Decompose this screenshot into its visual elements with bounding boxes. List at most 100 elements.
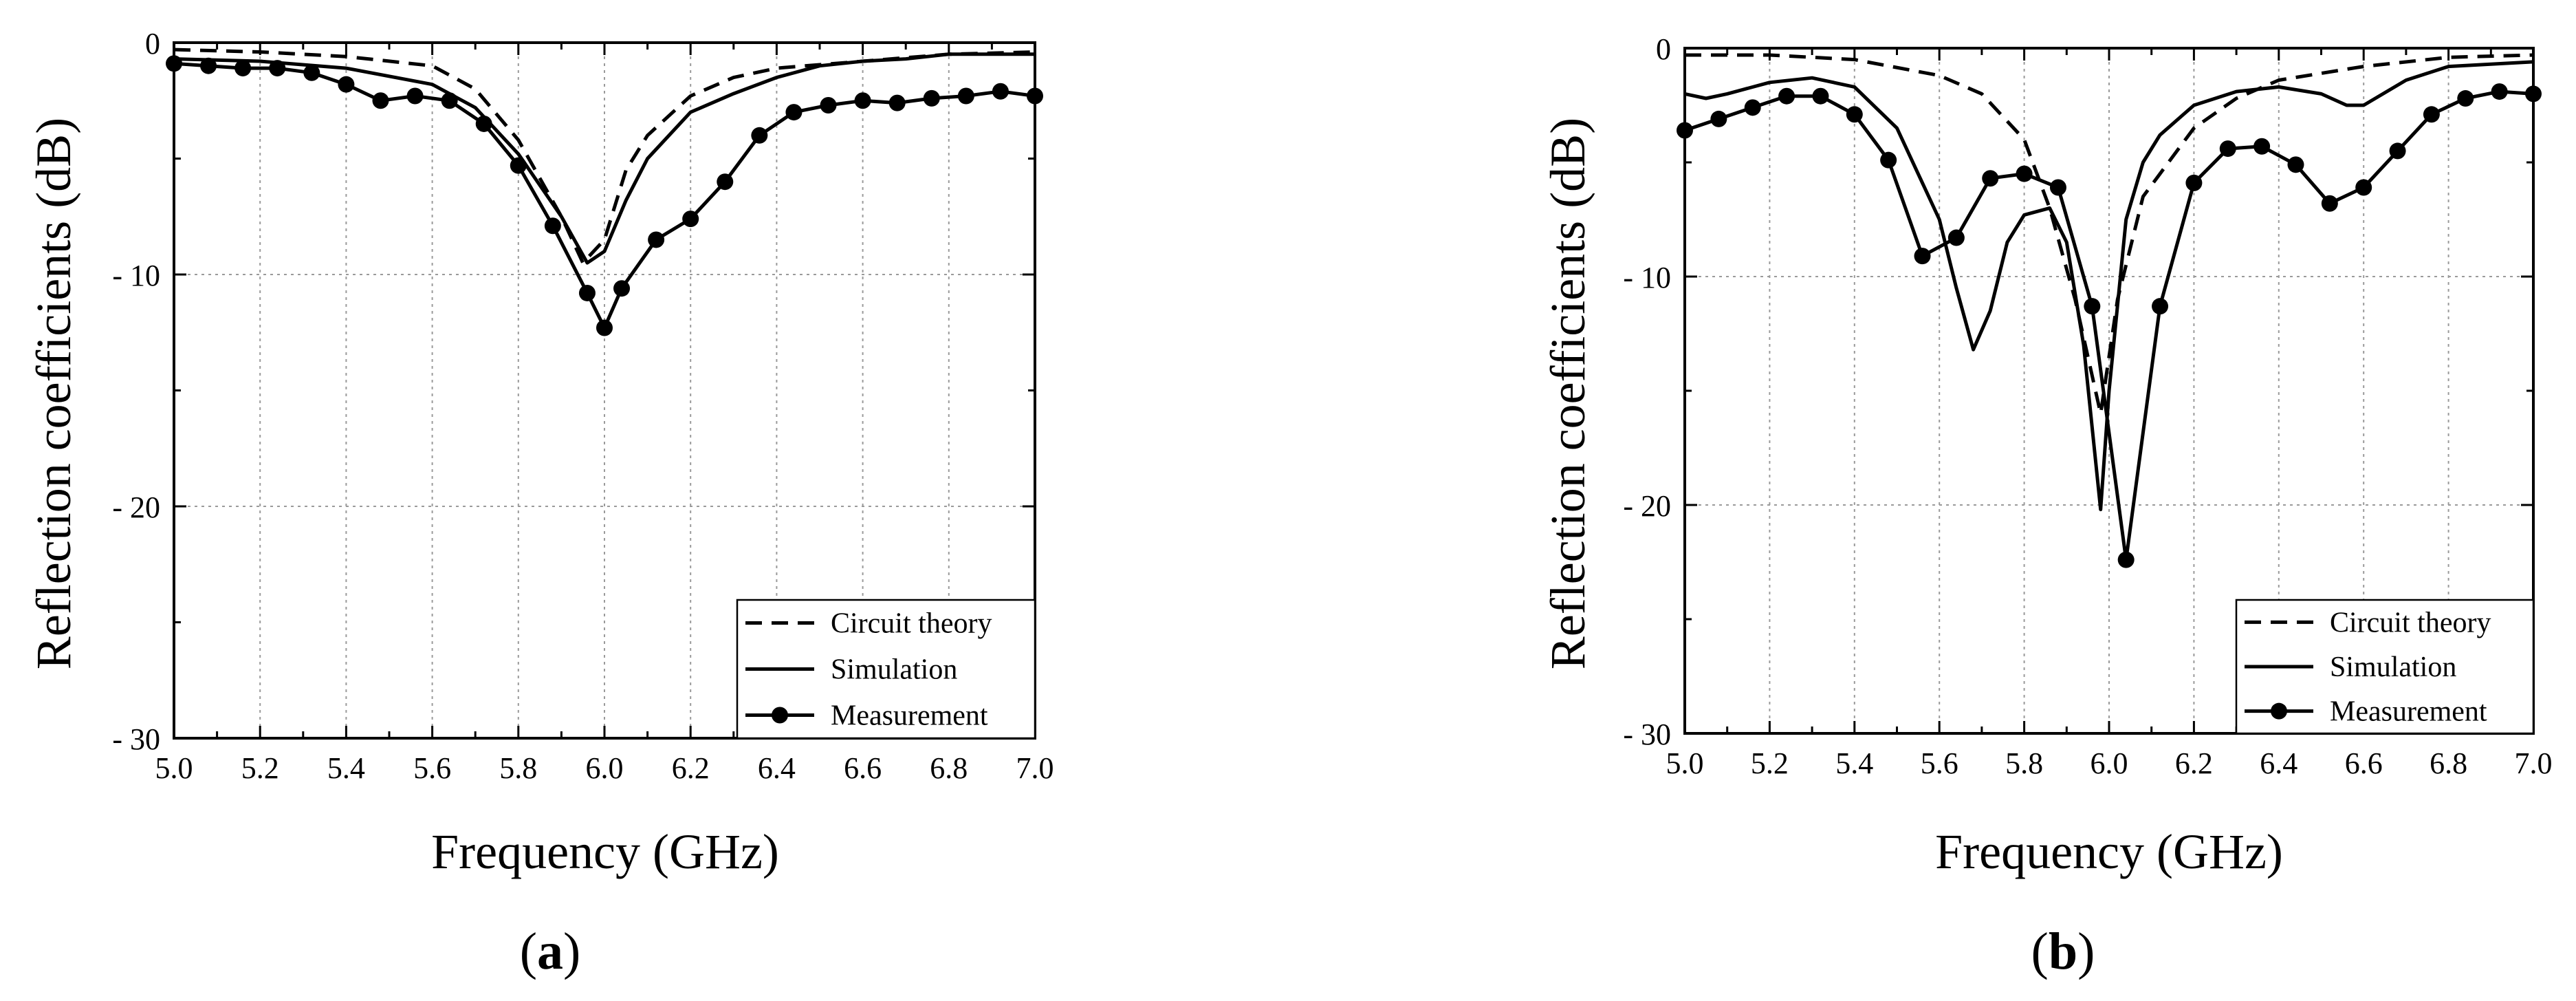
data-point [1846, 106, 1863, 123]
data-point [854, 92, 871, 109]
y-axis-title: Reflection coefficients (dB) [1540, 118, 1595, 669]
x-tick-label: 6.8 [2430, 746, 2467, 780]
data-point [2321, 195, 2338, 212]
y-tick-label: 0 [1656, 32, 1671, 66]
data-point [957, 87, 974, 105]
y-tick-label: 0 [145, 27, 160, 61]
series-simulation [173, 52, 1035, 265]
data-point [166, 55, 182, 72]
series-measurement [166, 55, 1043, 336]
data-point [2525, 85, 2542, 103]
x-tick-label: 6.2 [2175, 746, 2213, 780]
x-tick-label: 5.6 [1921, 746, 1958, 780]
y-tick-label: - 10 [112, 259, 160, 292]
y-tick-label: - 30 [1623, 718, 1671, 751]
x-tick-label: 6.0 [586, 751, 624, 785]
x-tick-label: 5.0 [1666, 746, 1704, 780]
legend: Circuit theory Simulation Measurement [2235, 599, 2535, 735]
panel-caption-letter: a [537, 923, 563, 980]
series-circuit-theory [1685, 53, 2534, 416]
legend-marker [772, 707, 788, 724]
data-point [2084, 298, 2101, 315]
data-point [510, 157, 527, 174]
x-tick-label: 7.0 [1016, 751, 1054, 785]
data-point [372, 92, 389, 109]
data-point [1778, 87, 1795, 105]
legend: Circuit theory Simulation Measurement [736, 599, 1036, 740]
data-point [1982, 170, 1999, 187]
data-point [544, 217, 561, 235]
y-tick-label: - 30 [112, 722, 160, 756]
data-point [2355, 179, 2372, 196]
x-tick-label: 6.4 [758, 751, 796, 785]
data-point [200, 57, 217, 74]
legend-label: Circuit theory [2330, 607, 2491, 638]
panel-caption: (b) [2031, 923, 2095, 980]
data-point [2152, 298, 2169, 315]
data-point [338, 76, 355, 93]
chart-panel-a: 5.0 5.2 5.4 5.6 5.8 6.0 6.2 6.4 6.6 6.8 7.0 0 - 10 - … [26, 27, 1054, 980]
x-tick-label: 5.2 [241, 751, 279, 785]
x-tick-label: 5.8 [2005, 746, 2043, 780]
data-point [1027, 87, 1043, 105]
data-point [2491, 83, 2508, 100]
data-point [578, 284, 596, 301]
data-point [234, 60, 252, 77]
legend-label: Circuit theory [831, 608, 992, 640]
data-point [2185, 174, 2203, 191]
series-circuit-theory [173, 47, 1036, 265]
data-point [2049, 179, 2066, 196]
series-line [1684, 60, 2534, 512]
panel-caption: (a) [520, 923, 581, 980]
x-tick-label: 5.4 [1835, 746, 1873, 780]
data-point [2457, 90, 2474, 107]
data-point [888, 94, 906, 111]
data-point [269, 60, 286, 77]
x-tick-label: 6.2 [672, 751, 710, 785]
x-tick-label: 7.0 [2515, 746, 2553, 780]
data-point [596, 319, 613, 336]
x-tick-label: 5.4 [327, 751, 365, 785]
data-point [923, 89, 940, 107]
y-tick-label: - 10 [1623, 261, 1671, 294]
x-tick-label: 6.6 [844, 751, 882, 785]
data-point [785, 104, 803, 121]
data-point [2219, 140, 2236, 158]
y-axis-title: Reflection coefficients (dB) [26, 118, 81, 669]
legend-label: Simulation [2330, 652, 2456, 683]
x-tick-label: 6.0 [2091, 746, 2128, 780]
data-point [717, 173, 734, 191]
chart-panel-b: 5.0 5.2 5.4 5.6 5.8 6.0 6.2 6.4 6.6 6.8 7.0 0 - 10 - … [1540, 32, 2553, 980]
y-tick-label: - 20 [1623, 489, 1671, 523]
x-tick-label: 5.2 [1751, 746, 1789, 780]
data-point [2287, 156, 2304, 173]
data-point [1677, 122, 1693, 139]
data-point [648, 231, 665, 248]
legend-label: Simulation [831, 654, 957, 686]
x-axis-title: Frequency (GHz) [431, 824, 779, 879]
legend-marker [2271, 702, 2287, 720]
data-point [2389, 142, 2406, 160]
series-line [173, 52, 1035, 265]
y-tick-label: - 20 [112, 491, 160, 524]
data-point [1947, 229, 1965, 246]
legend-label: Measurement [831, 700, 988, 732]
data-point [613, 280, 631, 297]
x-tick-label: 6.6 [2345, 746, 2383, 780]
data-point [682, 211, 699, 228]
x-axis-title: Frequency (GHz) [1935, 824, 2283, 879]
data-point [992, 83, 1009, 100]
x-tick-label: 5.0 [155, 751, 193, 785]
data-point [1710, 110, 1727, 127]
data-point [475, 115, 492, 132]
data-point [2016, 165, 2033, 182]
data-point [820, 96, 837, 114]
data-point [303, 64, 320, 81]
data-point [1914, 248, 1931, 265]
series-simulation [1684, 60, 2534, 512]
data-point [441, 92, 458, 109]
data-point [1744, 99, 1761, 116]
data-point [1812, 87, 1829, 105]
